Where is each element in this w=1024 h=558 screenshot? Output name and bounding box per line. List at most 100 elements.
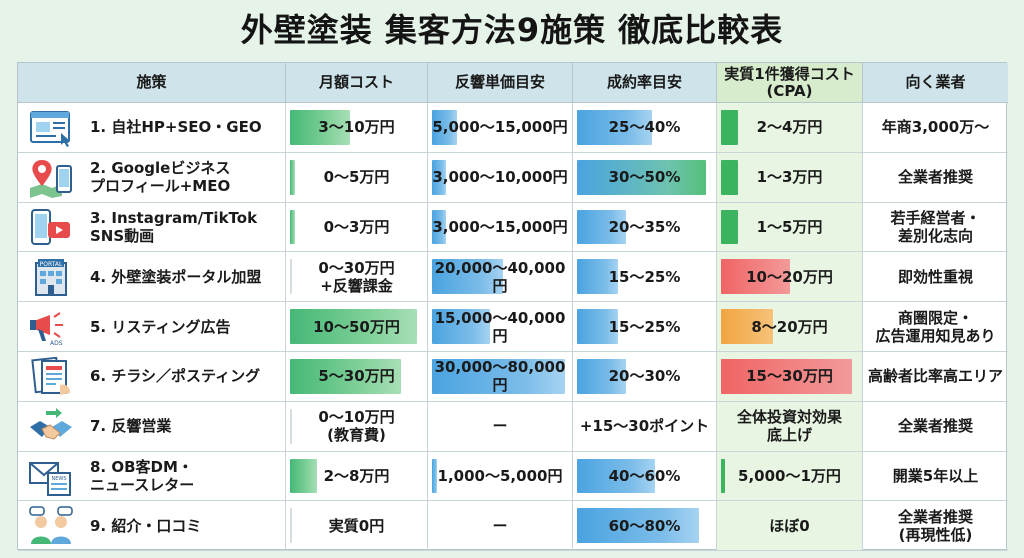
rate-value: 60〜80% (608, 516, 681, 535)
measure-label: 3. Instagram/TikTok SNS動画 (90, 208, 258, 245)
table-row: 2. Googleビジネス プロフィール+MEO 0〜5万円 3,000〜10,00… (18, 152, 1008, 203)
cpa-cell: 2〜4万円 (717, 103, 863, 152)
comparison-table: 施策 月額コスト 反響単価目安 成約率目安 実質1件獲得コスト (CPA) 向く… (17, 62, 1008, 552)
unit-level-bar (432, 309, 490, 344)
monthly-cost-cell: 0〜10万円 (教育費) (286, 401, 428, 451)
rate-level-bar (577, 359, 626, 394)
close-rate-cell: 15〜25% (573, 302, 717, 351)
unit-cost-cell: 15,000〜40,000円 (428, 302, 573, 351)
rate-value: 30〜50% (608, 168, 681, 187)
cost-level-bar (290, 159, 296, 195)
monthly-cost-cell: 実質0円 (286, 501, 428, 551)
cpa-level-bar (721, 110, 738, 145)
cpa-value: 全体投資対効果 底上げ (736, 408, 842, 445)
measure-cell: 1. 自社HP+SEO・GEO (18, 103, 286, 152)
cpa-value: 5,000〜1万円 (738, 466, 841, 485)
cost-value: 実質0円 (328, 516, 385, 535)
map-pin-icon (28, 158, 74, 198)
referral-people-icon (28, 506, 74, 546)
suited-business-cell: 全業者推奨 (863, 153, 1008, 202)
monthly-cost-cell: 10〜50万円 (286, 302, 428, 351)
cost-level-bar (290, 259, 292, 295)
suited-business-cell: 高齢者比率高エリア (863, 352, 1008, 401)
header-unit-cost: 反響単価目安 (428, 63, 573, 103)
unit-cost-cell: 20,000〜40,000円 (428, 252, 573, 302)
header-close-rate: 成約率目安 (573, 63, 717, 103)
cost-value: 0〜30万円 +反響課金 (318, 258, 395, 295)
measure-label: 7. 反響営業 (90, 417, 172, 436)
close-rate-cell: 40〜60% (573, 451, 717, 501)
cost-value: 0〜10万円 (教育費) (318, 408, 395, 445)
cpa-value: 2〜4万円 (756, 118, 823, 137)
cpa-level-bar (721, 259, 790, 295)
rate-value: 15〜25% (608, 317, 681, 336)
cost-value: 3〜10万円 (318, 118, 395, 137)
monthly-cost-cell: 2〜8万円 (286, 451, 428, 501)
cpa-value: 1〜3万円 (756, 168, 823, 187)
cost-level-bar (290, 359, 402, 394)
rate-level-bar (577, 159, 707, 195)
unit-level-bar (432, 159, 446, 195)
cpa-level-bar (721, 458, 726, 494)
monthly-cost-cell: 0〜30万円 +反響課金 (286, 252, 428, 302)
close-rate-cell: +15〜30ポイント (573, 401, 717, 451)
cpa-value: 10〜20万円 (746, 267, 833, 286)
svg-text:ADS: ADS (50, 340, 63, 347)
cpa-value: 1〜5万円 (756, 217, 823, 236)
cost-value: 0〜3万円 (323, 217, 390, 236)
unit-value: ー (492, 516, 508, 535)
fit-value: 商圏限定・ 広告運用知見あり (875, 308, 996, 345)
table-row: 9. 紹介・口コミ 実質0円 ー 60〜80% ほぼ0 全業者推奨 (再現性低) (18, 501, 1008, 552)
cost-level-bar (290, 309, 418, 344)
unit-value: 1,000〜5,000円 (437, 466, 563, 485)
unit-value: 5,000〜15,000円 (432, 118, 568, 137)
cost-level-bar (290, 110, 351, 145)
unit-level-bar (432, 259, 504, 295)
unit-cost-cell: 3,000〜10,000円 (428, 152, 573, 202)
unit-cost-cell: 1,000〜5,000円 (428, 451, 573, 501)
unit-value: 3,000〜15,000円 (432, 217, 568, 236)
measure-cell: 3. Instagram/TikTok SNS動画 (18, 202, 286, 252)
monthly-cost-cell: 5〜30万円 (286, 352, 428, 401)
cpa-value: 8〜20万円 (751, 317, 828, 336)
unit-value: ー (492, 417, 508, 436)
cpa-cell: 1〜3万円 (717, 152, 863, 202)
fit-value: 開業5年以上 (892, 466, 979, 485)
svg-text:NEWS: NEWS (51, 476, 66, 482)
measure-cell: 2. Googleビジネス プロフィール+MEO (18, 152, 286, 202)
header-cpa: 実質1件獲得コスト (CPA) (717, 63, 863, 103)
cost-level-bar (290, 508, 292, 544)
suited-business-cell: 若手経営者・ 差別化志向 (863, 203, 1008, 252)
flyer-icon (28, 356, 74, 397)
close-rate-cell: 25〜40% (573, 103, 717, 152)
measure-label: 6. チラシ／ポスティング (90, 367, 261, 386)
rate-level-bar (577, 309, 618, 344)
rate-level-bar (577, 110, 652, 145)
close-rate-cell: 30〜50% (573, 152, 717, 202)
website-icon (28, 108, 74, 148)
unit-value: 3,000〜10,000円 (432, 168, 568, 187)
measure-cell: PORTAL 4. 外壁塗装ポータル加盟 (18, 252, 286, 302)
close-rate-cell: 20〜35% (573, 202, 717, 252)
cpa-value: ほぼ0 (769, 516, 810, 535)
fit-value: 全業者推奨 (897, 168, 973, 187)
table-row: 7. 反響営業 0〜10万円 (教育費) ー +15〜30ポイント 全体投資対効果 底上… (18, 401, 1008, 452)
fit-value: 即効性重視 (897, 267, 973, 286)
rate-value: 20〜35% (608, 217, 681, 236)
suited-business-cell: 商圏限定・ 広告運用知見あり (863, 302, 1008, 351)
rate-level-bar (577, 458, 655, 494)
close-rate-cell: 15〜25% (573, 252, 717, 302)
unit-cost-cell: 3,000〜15,000円 (428, 202, 573, 252)
suited-business-cell: 年商3,000万〜 (863, 103, 1008, 152)
measure-cell: 9. 紹介・口コミ (18, 501, 286, 551)
measure-label: 9. 紹介・口コミ (90, 516, 202, 535)
rate-level-bar (577, 209, 626, 245)
rate-level-bar (577, 259, 618, 295)
fit-value: 高齢者比率高エリア (867, 367, 1003, 386)
cost-value: 5〜30万円 (318, 367, 395, 386)
video-phone-icon (28, 208, 74, 248)
cost-level-bar (290, 458, 317, 494)
cost-level-bar (290, 209, 296, 245)
cpa-level-bar (721, 309, 774, 344)
header-suited-business: 向く業者 (863, 63, 1008, 103)
